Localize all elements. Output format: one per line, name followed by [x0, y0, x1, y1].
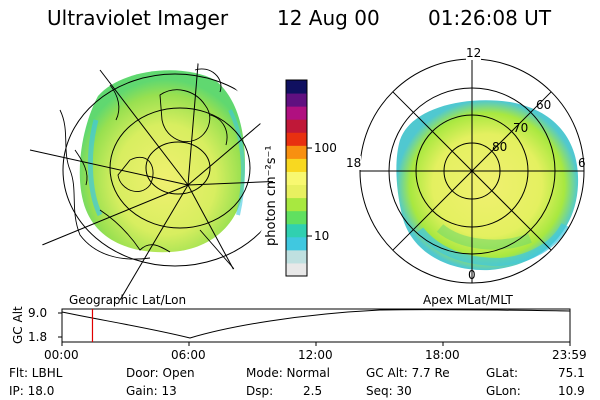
dsp-label: Dsp:: [246, 384, 274, 398]
lat-lon-grid: [29, 53, 273, 301]
instrument-title: Ultraviolet Imager: [47, 6, 229, 30]
colorbar-cell: [286, 132, 307, 146]
observation-time: 01:26:08 UT: [428, 6, 552, 30]
mlt-label-6: 6: [578, 156, 586, 170]
altitude-plot-frame: [61, 308, 571, 343]
colorbar-cell: [286, 80, 307, 94]
time-tick-0600: 06:00: [171, 348, 206, 362]
colorbar-cell: [286, 158, 307, 172]
gc-alt-info: GC Alt: 7.7 Re: [366, 366, 450, 380]
colorbar-tick-10: 10: [314, 229, 330, 243]
time-tick-1800: 18:00: [425, 348, 460, 362]
mlt-label-0: 0: [468, 268, 476, 282]
dsp-value: 2.5: [303, 384, 323, 398]
door-info: Door: Open: [126, 366, 195, 380]
observation-date: 12 Aug 00: [277, 6, 380, 30]
time-tick-0000: 00:00: [44, 348, 79, 362]
colorbar-cell: [286, 223, 307, 238]
colorbar-cell: [286, 106, 307, 120]
colorbar-cell: [286, 249, 307, 264]
aurora-image: [79, 70, 245, 253]
mlat-label-70: 70: [513, 121, 529, 135]
glat-label: GLat:: [486, 366, 519, 380]
colorbar-cell: [286, 145, 307, 159]
mlt-label-12: 12: [466, 46, 482, 60]
filter-info: Flt: LBHL: [9, 366, 63, 380]
gain-info: Gain: 13: [126, 384, 177, 398]
altitude-curve: [61, 309, 571, 339]
colorbar-cell: [286, 93, 307, 107]
mode-info: Mode: Normal: [246, 366, 330, 380]
right-map-caption: Apex MLat/MLT: [423, 293, 513, 307]
colorbar-cell: [286, 236, 307, 251]
glon-value: 10.9: [558, 384, 585, 398]
altitude-ytick-1.8: 1.8: [28, 330, 48, 344]
colorbar-tick-100: 100: [314, 141, 337, 155]
colorbar-cell: [286, 184, 307, 199]
time-tick-1200: 12:00: [298, 348, 333, 362]
colorbar-cell: [286, 171, 307, 186]
mlt-label-18: 18: [346, 156, 362, 170]
left-map-caption: Geographic Lat/Lon: [69, 293, 187, 307]
glat-value: 75.1: [558, 366, 585, 380]
altitude-ylabel: GC Alt: [11, 306, 25, 344]
coastlines: [59, 68, 236, 271]
colorbar-cell: [286, 262, 307, 277]
colorbar-cell: [286, 210, 307, 225]
colorbar-cell: [286, 197, 307, 212]
seq-info: Seq: 30: [366, 384, 412, 398]
mlat-label-80: 80: [492, 140, 508, 154]
time-tick-2359: 23:59: [552, 348, 587, 362]
altitude-ytick-9: 9.0: [28, 306, 48, 320]
glon-label: GLon:: [486, 384, 521, 398]
colorbar-cell: [286, 119, 307, 133]
ip-info: IP: 18.0: [9, 384, 55, 398]
mlat-label-60: 60: [536, 98, 552, 112]
